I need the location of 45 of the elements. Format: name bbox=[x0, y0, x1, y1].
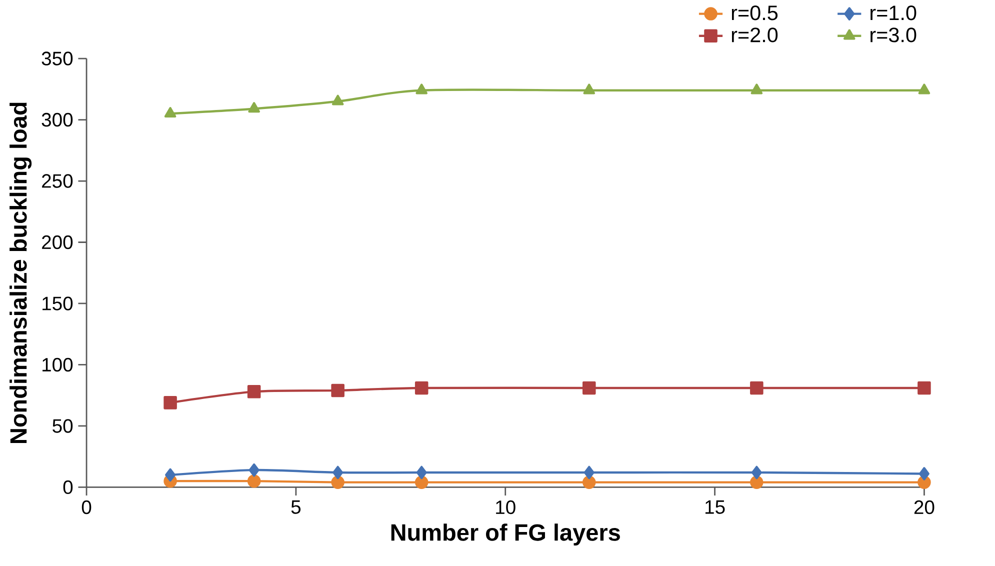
point bbox=[918, 467, 930, 480]
point bbox=[332, 94, 344, 106]
y-tick-label: 0 bbox=[63, 480, 73, 494]
y-tick-label: 100 bbox=[42, 358, 73, 372]
legend-label: r=2.0 bbox=[732, 28, 778, 42]
point bbox=[416, 466, 427, 480]
x-tick-label: 15 bbox=[706, 500, 725, 514]
legend-label: r=1.0 bbox=[870, 6, 916, 20]
point bbox=[331, 384, 344, 398]
x-tick-label: 20 bbox=[914, 500, 934, 514]
y-axis-title: Nondimansialize buckling load bbox=[10, 102, 32, 444]
point bbox=[164, 396, 177, 410]
point bbox=[582, 381, 596, 395]
x-axis-title: Number of FG layers bbox=[391, 524, 620, 546]
point bbox=[165, 468, 176, 482]
point bbox=[414, 476, 428, 489]
point bbox=[750, 84, 763, 94]
y-tick-label: 350 bbox=[42, 52, 73, 66]
point bbox=[918, 381, 931, 395]
point bbox=[750, 381, 764, 395]
point bbox=[164, 107, 176, 118]
point bbox=[248, 463, 260, 477]
point bbox=[918, 84, 930, 94]
point bbox=[582, 476, 596, 489]
y-tick-label: 200 bbox=[42, 235, 73, 250]
y-tick-label: 50 bbox=[52, 419, 73, 433]
legend-label: r=0.5 bbox=[732, 6, 778, 20]
point bbox=[332, 466, 344, 480]
point bbox=[751, 466, 762, 480]
x-tick-label: 5 bbox=[291, 500, 301, 514]
y-tick-label: 150 bbox=[42, 296, 73, 310]
point bbox=[331, 476, 344, 489]
point bbox=[247, 474, 261, 488]
point bbox=[247, 385, 261, 398]
y-tick-label: 250 bbox=[42, 174, 73, 188]
point bbox=[583, 84, 596, 94]
point bbox=[416, 84, 428, 94]
y-tick-label: 300 bbox=[42, 112, 73, 127]
x-tick-label: 0 bbox=[82, 500, 92, 514]
point bbox=[414, 381, 428, 395]
point bbox=[248, 102, 260, 113]
point bbox=[750, 476, 764, 489]
legend-label: r=3.0 bbox=[870, 28, 916, 42]
point bbox=[584, 466, 594, 480]
x-tick-label: 10 bbox=[496, 500, 516, 514]
